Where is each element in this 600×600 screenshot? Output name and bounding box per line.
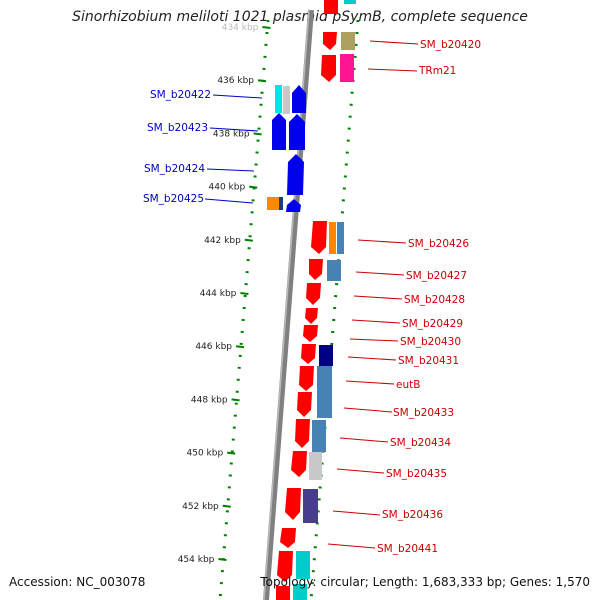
label-TRm21[interactable]: TRm21 xyxy=(418,65,456,77)
gene-eutB-blue[interactable] xyxy=(317,366,332,418)
gene-SM_b20434-blue[interactable] xyxy=(312,420,326,452)
label-SM_b20435[interactable]: SM_b20435 xyxy=(386,468,447,480)
gene-SM_b20425-orange[interactable] xyxy=(267,197,279,210)
gene-track-red xyxy=(276,0,356,600)
gene-track-right-blue xyxy=(286,85,306,212)
ruler-tick-label: 454 kbp xyxy=(178,555,215,565)
gene-SM_b20425-arrow[interactable] xyxy=(286,199,301,212)
label-SM_b20426[interactable]: SM_b20426 xyxy=(408,238,469,250)
ruler-tick xyxy=(253,132,262,136)
label-SM_b20422[interactable]: SM_b20422 xyxy=(150,89,211,101)
label-SM_b20420[interactable]: SM_b20420 xyxy=(420,39,481,51)
gene-SM_b20431[interactable] xyxy=(301,344,316,364)
label-eutB[interactable]: eutB xyxy=(396,379,420,391)
ruler-tick-label: 434 kbp xyxy=(222,23,259,33)
gene-SM_b20435-gray[interactable] xyxy=(309,452,322,480)
gene-SM_b20429[interactable] xyxy=(305,308,318,324)
gene-eutB[interactable] xyxy=(299,366,314,391)
gene-top-red[interactable] xyxy=(324,0,338,14)
gene-bottom-cyan-2[interactable] xyxy=(293,584,307,600)
ruler-tick xyxy=(249,185,258,189)
ruler-tick xyxy=(244,238,253,242)
ruler-tick xyxy=(231,398,240,402)
gene-SM_b20424-arrow[interactable] xyxy=(287,154,304,195)
ruler-tick-label: 444 kbp xyxy=(200,289,237,299)
ruler-tick-label: 450 kbp xyxy=(187,449,224,459)
label-SM_b20428[interactable]: SM_b20428 xyxy=(404,294,465,306)
gene-SM_b20433[interactable] xyxy=(297,392,312,417)
gene-SM_b20427-blue[interactable] xyxy=(327,260,341,281)
ruler-tick-label: 438 kbp xyxy=(213,129,250,139)
label-leaders xyxy=(204,40,419,549)
ruler-tick-label: 442 kbp xyxy=(204,236,241,246)
label-SM_b20427[interactable]: SM_b20427 xyxy=(406,270,467,282)
label-SM_b20441[interactable]: SM_b20441 xyxy=(377,543,438,555)
gene-bottom-cyan-1[interactable] xyxy=(296,551,310,579)
gene-SM_b20425-dark[interactable] xyxy=(279,197,283,210)
label-SM_b20423[interactable]: SM_b20423 xyxy=(147,122,208,134)
label-SM_b20433[interactable]: SM_b20433 xyxy=(393,407,454,419)
inner-ruler-ring xyxy=(309,19,360,600)
gene-SM_b20436[interactable] xyxy=(285,488,301,520)
label-SM_b20424[interactable]: SM_b20424 xyxy=(144,163,205,175)
ruler-tick-label: 448 kbp xyxy=(191,395,228,405)
gene-SM_b20422-arrow[interactable] xyxy=(292,85,306,113)
gene-top-cyan[interactable] xyxy=(344,0,356,4)
label-SM_b20436[interactable]: SM_b20436 xyxy=(382,509,443,521)
gene-SM_b20423[interactable] xyxy=(272,113,286,150)
gene-SM_b20423-arrow[interactable] xyxy=(289,114,305,150)
gene-bottom-red-1[interactable] xyxy=(277,551,293,582)
ruler-tick xyxy=(227,451,236,455)
gene-SM_b20422-cyan[interactable] xyxy=(275,85,282,113)
ruler-tick-label: 440 kbp xyxy=(209,183,246,193)
ruler-tick xyxy=(222,504,231,508)
gene-SM_b20426[interactable] xyxy=(311,221,327,254)
gene-SM_b20428[interactable] xyxy=(306,283,321,305)
ruler-tick xyxy=(262,26,271,29)
gene-SM_b20436-purple[interactable] xyxy=(303,489,318,523)
gene-SM_b20420[interactable] xyxy=(341,32,355,50)
gene-SM_b20435[interactable] xyxy=(291,451,307,477)
ruler-tick xyxy=(240,292,249,295)
ruler-tick-label: 452 kbp xyxy=(182,502,219,512)
ruler-tick-label: 436 kbp xyxy=(217,76,254,86)
topology-text: Topology: circular; Length: 1,683,333 bp… xyxy=(260,575,590,589)
gene-SM_b20431-navy[interactable] xyxy=(319,345,333,366)
gene-SM_b20420-red[interactable] xyxy=(323,32,337,50)
gene-track-left xyxy=(267,85,290,210)
gene-TRm21[interactable] xyxy=(340,54,354,82)
ruler-ticks: 434 kbp 436 kbp 438 kbp 440 kbp 442 kbp 444 k… xyxy=(178,23,271,565)
label-SM_b20434[interactable]: SM_b20434 xyxy=(390,437,451,449)
gene-SM_b20426-orange[interactable] xyxy=(329,222,336,254)
gene-SM_b20427[interactable] xyxy=(309,259,323,280)
gene-SM_b20430[interactable] xyxy=(303,325,318,342)
map-title: Sinorhizobium meliloti 1021 plasmid pSym… xyxy=(72,9,528,25)
ruler-tick xyxy=(235,345,245,349)
gene-SM_b20422-gray[interactable] xyxy=(283,86,290,114)
gene-SM_b20434[interactable] xyxy=(295,419,310,448)
gene-TRm21-red[interactable] xyxy=(321,55,336,82)
ruler-tick xyxy=(257,79,267,83)
accession-text: Accession: NC_003078 xyxy=(9,575,146,589)
label-SM_b20431[interactable]: SM_b20431 xyxy=(398,355,459,367)
outer-ruler-ring xyxy=(218,19,270,600)
label-SM_b20429[interactable]: SM_b20429 xyxy=(402,318,463,330)
label-SM_b20430[interactable]: SM_b20430 xyxy=(400,336,461,348)
ruler-tick-label: 446 kbp xyxy=(195,342,232,352)
ruler-tick xyxy=(218,558,227,561)
gene-SM_b20426-blue[interactable] xyxy=(337,222,344,254)
label-SM_b20425[interactable]: SM_b20425 xyxy=(143,193,204,205)
gene-bottom-red-2[interactable] xyxy=(276,586,290,600)
gene-SM_b20441[interactable] xyxy=(280,528,296,548)
